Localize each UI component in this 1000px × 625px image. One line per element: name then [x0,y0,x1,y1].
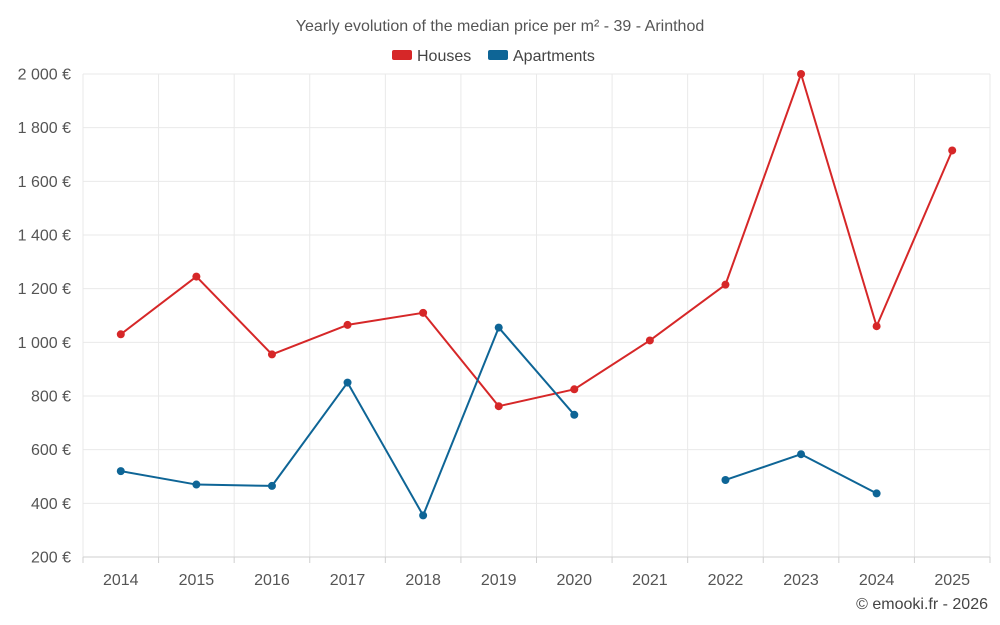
x-tick-label: 2018 [405,572,441,589]
y-tick-label: 600 € [31,442,71,459]
data-point-houses[interactable] [645,336,654,345]
data-point-houses[interactable] [872,322,881,331]
chart-title: Yearly evolution of the median price per… [296,18,705,35]
data-point-apartments[interactable] [192,480,201,489]
x-tick-label: 2023 [783,572,819,589]
y-axis: 200 € 400 € 600 € 800 € 1 000 € 1 200 € 1 400 … [18,67,71,567]
data-point-houses[interactable] [797,70,806,78]
x-axis: 2014 2015 2016 2017 2018 2019 2020 2021 2022 2023… [82,556,991,589]
data-point-apartments[interactable] [494,323,503,332]
x-tick-label: 2016 [254,572,290,589]
credit-text: © emooki.fr - 2026 [856,596,988,613]
y-tick-label: 400 € [31,496,71,513]
y-tick-label: 800 € [31,389,71,406]
y-tick-label: 1 600 € [18,174,71,191]
data-point-houses[interactable] [570,385,579,394]
y-tick-label: 1 200 € [18,281,71,298]
data-point-apartments[interactable] [721,475,730,484]
series-line-apartments [725,453,878,495]
series-line-apartments [120,326,576,517]
data-point-houses[interactable] [721,280,730,289]
data-point-apartments[interactable] [570,410,579,419]
legend-swatch-apartments [488,50,508,60]
y-tick-label: 1 000 € [18,335,71,352]
x-tick-label: 2015 [179,572,215,589]
y-tick-label: 2 000 € [18,67,71,84]
data-point-apartments[interactable] [116,467,125,476]
grid [82,73,991,557]
data-point-houses[interactable] [343,320,352,329]
y-tick-label: 1 800 € [18,120,71,137]
series-houses [116,70,957,411]
x-tick-label: 2021 [632,572,668,589]
data-point-apartments[interactable] [343,378,352,387]
legend-item-apartments[interactable]: Apartments [488,48,595,65]
x-tick-label: 2019 [481,572,517,589]
x-tick-label: 2017 [330,572,366,589]
x-tick-label: 2025 [934,572,970,589]
legend: Houses Apartments [392,48,595,65]
data-point-houses[interactable] [267,350,276,359]
series-line-houses [120,73,954,408]
data-point-apartments[interactable] [419,511,428,520]
data-point-apartments[interactable] [872,489,881,498]
x-tick-label: 2014 [103,572,139,589]
series-apartments [116,323,881,520]
data-point-houses[interactable] [192,272,201,281]
y-tick-label: 200 € [31,550,71,567]
data-point-apartments[interactable] [797,450,806,459]
legend-label-houses: Houses [417,48,471,65]
x-tick-label: 2024 [859,572,895,589]
y-tick-label: 1 400 € [18,228,71,245]
legend-label-apartments: Apartments [513,48,595,65]
data-point-houses[interactable] [419,308,428,317]
series [116,70,957,520]
data-point-houses[interactable] [116,330,125,339]
x-tick-label: 2020 [556,572,592,589]
legend-item-houses[interactable]: Houses [392,48,471,65]
x-tick-label: 2022 [708,572,744,589]
data-point-apartments[interactable] [267,481,276,490]
data-point-houses[interactable] [948,146,957,155]
data-point-houses[interactable] [494,402,503,411]
legend-swatch-houses [392,50,412,60]
